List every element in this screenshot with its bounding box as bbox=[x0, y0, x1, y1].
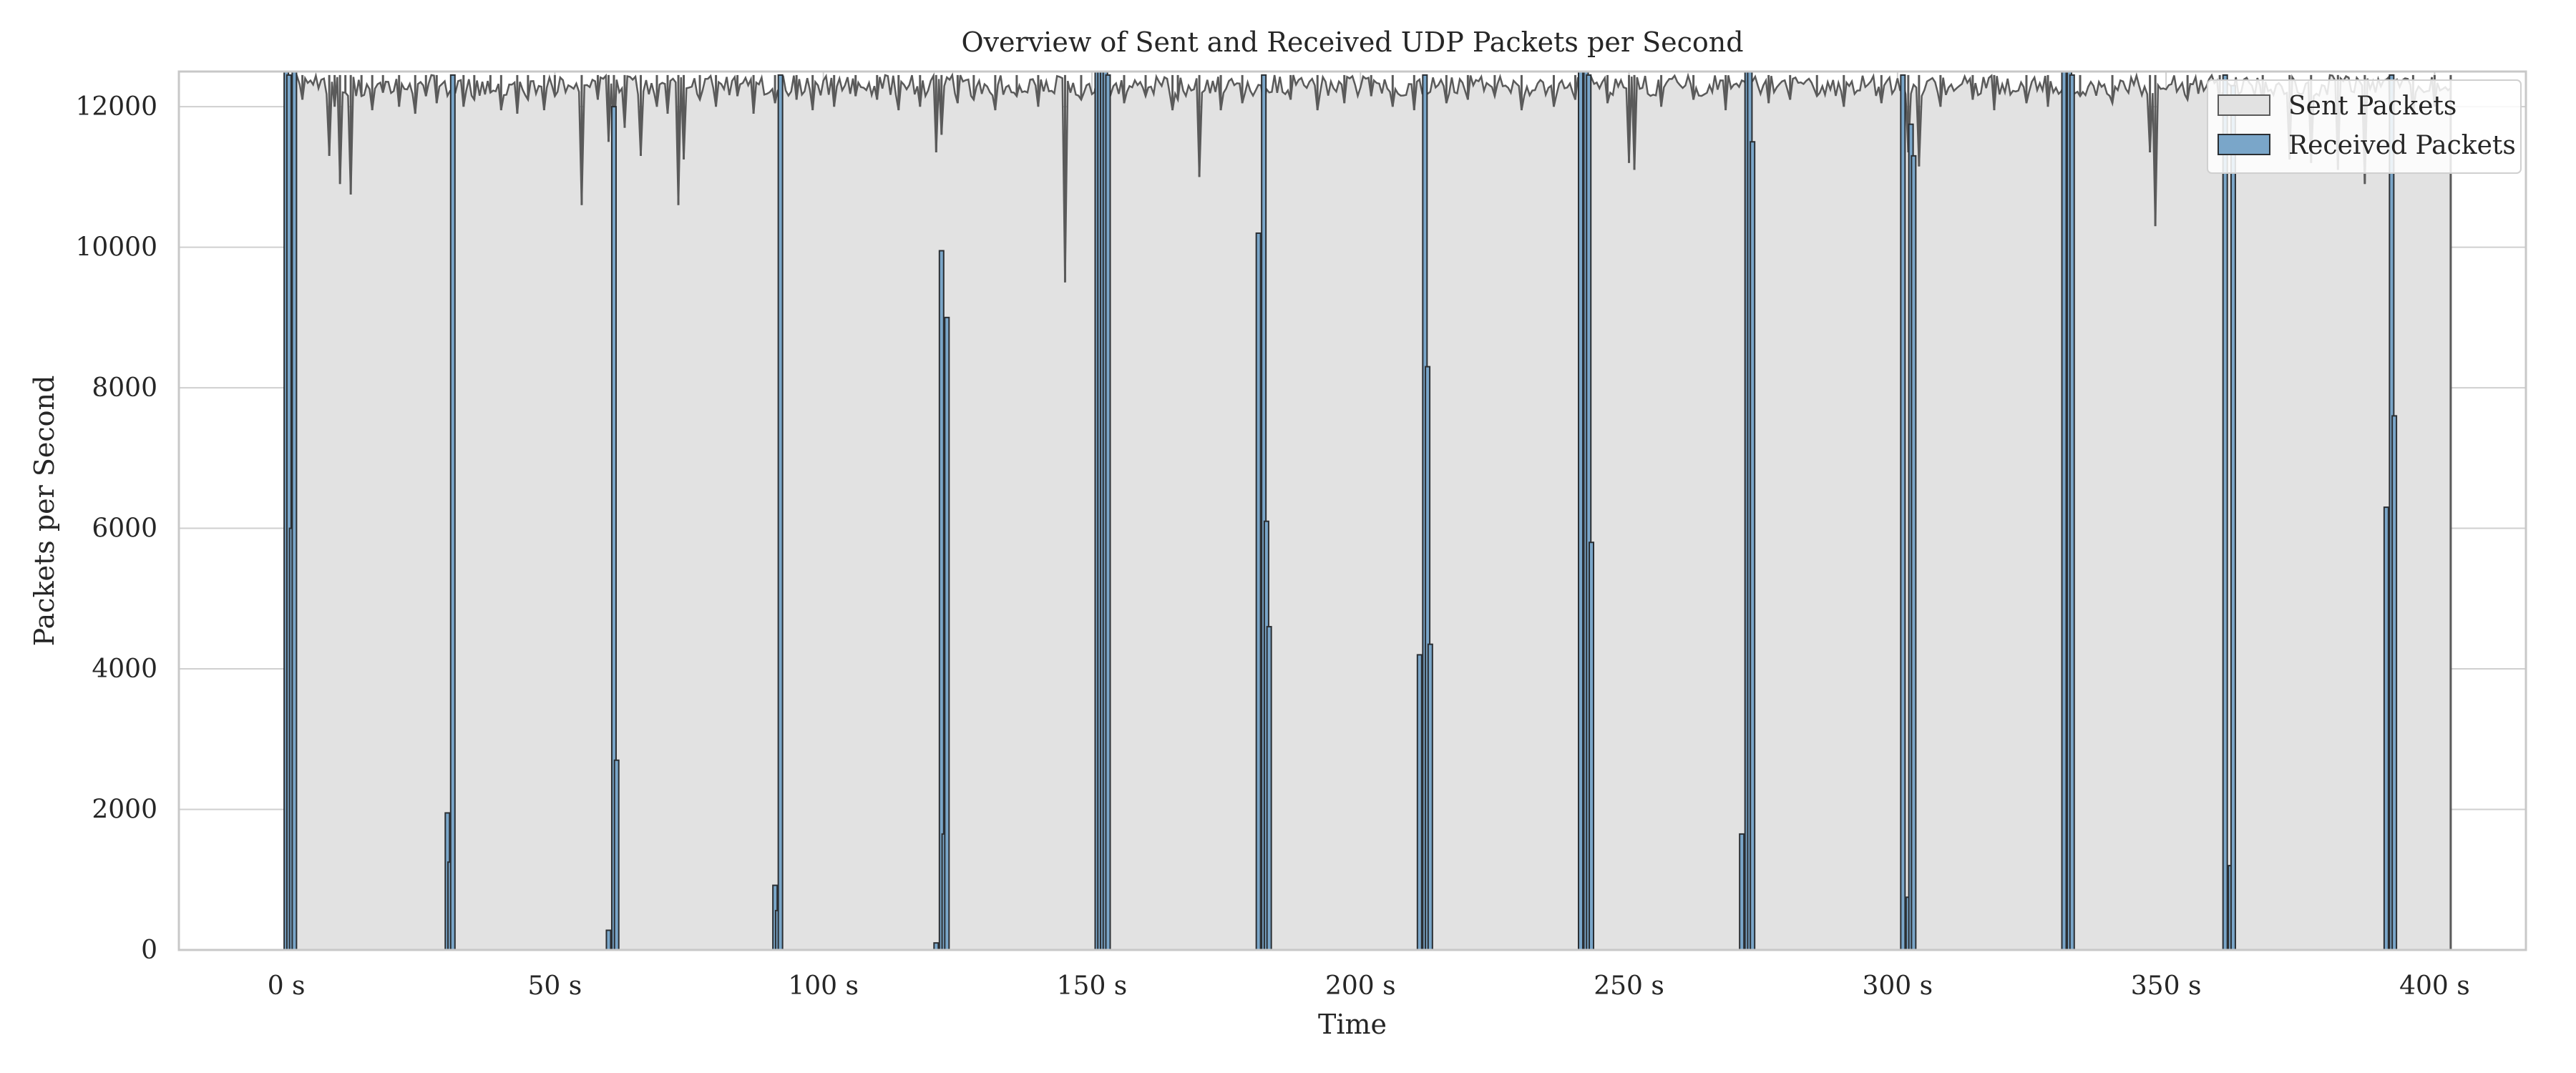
legend-sent-swatch bbox=[2218, 94, 2270, 116]
y-tick-label: 8000 bbox=[92, 373, 157, 403]
legend-sent-label: Sent Packets bbox=[2288, 92, 2457, 121]
sent-packets-line bbox=[285, 72, 2451, 283]
x-tick-label: 0 s bbox=[268, 971, 306, 1001]
received-bar bbox=[2069, 74, 2075, 951]
x-axis-ticks: 0 s 50 s 100 s 150 s 200 s 250 s 300 s 350 s 400… bbox=[268, 971, 2470, 1001]
received-bar bbox=[1427, 643, 1433, 951]
y-tick-label: 6000 bbox=[92, 514, 157, 544]
sent-packets-series bbox=[285, 72, 2452, 951]
received-packets-series bbox=[283, 71, 2398, 951]
received-bar bbox=[291, 71, 298, 951]
x-tick-label: 250 s bbox=[1594, 971, 1664, 1001]
sent-packets-area bbox=[286, 74, 2451, 950]
received-bar bbox=[605, 929, 612, 951]
x-tick-label: 100 s bbox=[788, 971, 859, 1001]
y-tick-label: 10000 bbox=[75, 233, 157, 263]
chart-title: Overview of Sent and Received UDP Packet… bbox=[961, 26, 1743, 58]
received-bar bbox=[2222, 74, 2228, 951]
y-tick-label: 2000 bbox=[92, 795, 157, 825]
x-tick-label: 350 s bbox=[2131, 971, 2202, 1001]
x-tick-label: 50 s bbox=[528, 971, 582, 1001]
received-bar bbox=[1911, 155, 1917, 951]
y-tick-label: 4000 bbox=[92, 655, 157, 684]
y-tick-label: 0 bbox=[141, 936, 157, 965]
received-bar bbox=[2061, 71, 2067, 951]
x-tick-label: 150 s bbox=[1057, 971, 1128, 1001]
received-bar bbox=[2383, 506, 2389, 951]
received-bar bbox=[1750, 141, 1756, 951]
received-bar bbox=[777, 74, 784, 951]
legend-box bbox=[2207, 79, 2522, 174]
legend-received-swatch bbox=[2218, 134, 2270, 155]
received-bar bbox=[1577, 71, 1584, 951]
received-bar bbox=[2230, 84, 2236, 951]
y-tick-label: 12000 bbox=[75, 92, 157, 122]
x-tick-label: 400 s bbox=[2399, 971, 2470, 1001]
legend-received-label: Received Packets bbox=[2288, 131, 2516, 160]
legend: Sent Packets Received Packets bbox=[2207, 79, 2522, 174]
x-tick-label: 300 s bbox=[1863, 971, 1933, 1001]
received-bar bbox=[1255, 232, 1262, 951]
x-axis-label: Time bbox=[1318, 1009, 1387, 1040]
received-bar bbox=[1900, 74, 1906, 951]
received-bar bbox=[449, 74, 456, 951]
received-bar bbox=[1416, 654, 1423, 951]
received-bar bbox=[944, 316, 950, 951]
plot-frame bbox=[177, 70, 2527, 951]
received-bar bbox=[613, 759, 620, 951]
received-bar bbox=[1589, 542, 1595, 951]
plot-area bbox=[177, 70, 2527, 951]
received-bar bbox=[1739, 833, 1745, 951]
received-bar bbox=[2391, 415, 2398, 951]
y-axis-label: Packets per Second bbox=[29, 376, 60, 647]
received-bar bbox=[1105, 74, 1111, 951]
y-axis-ticks: 0 2000 4000 6000 8000 10000 12000 bbox=[75, 92, 157, 965]
x-tick-label: 200 s bbox=[1325, 971, 1396, 1001]
received-bar bbox=[1266, 626, 1272, 951]
